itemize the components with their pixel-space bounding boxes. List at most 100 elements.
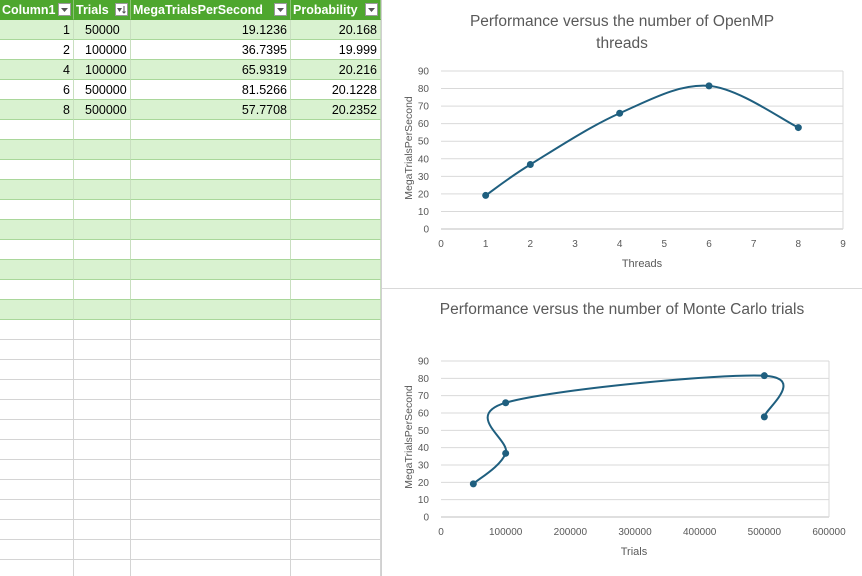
empty-cell[interactable] [0,320,74,340]
empty-cell[interactable] [291,220,381,240]
empty-cell[interactable] [74,120,131,140]
filter-dropdown-button[interactable] [365,3,378,16]
cell-megatrials[interactable]: 57.7708 [131,100,291,120]
cell-column1[interactable]: 6 [0,80,74,100]
cell-probability[interactable]: 20.216 [291,60,381,80]
empty-cell[interactable] [291,340,381,360]
empty-cell[interactable] [74,500,131,520]
empty-cell[interactable] [291,240,381,260]
empty-cell[interactable] [131,460,291,480]
cell-trials[interactable]: 500000 [74,100,131,120]
cell-megatrials[interactable]: 65.9319 [131,60,291,80]
empty-cell[interactable] [291,300,381,320]
empty-cell[interactable] [74,420,131,440]
empty-cell[interactable] [131,500,291,520]
filter-dropdown-button[interactable] [58,3,71,16]
header-column1[interactable]: Column1 [0,0,74,20]
empty-cell[interactable] [131,360,291,380]
empty-cell[interactable] [74,300,131,320]
empty-cell[interactable] [131,180,291,200]
empty-cell[interactable] [291,540,381,560]
empty-cell[interactable] [0,440,74,460]
cell-column1[interactable]: 8 [0,100,74,120]
empty-cell[interactable] [291,160,381,180]
empty-cell[interactable] [131,300,291,320]
cell-probability[interactable]: 20.1228 [291,80,381,100]
empty-cell[interactable] [74,440,131,460]
cell-megatrials[interactable]: 19.1236 [131,20,291,40]
empty-cell[interactable] [74,200,131,220]
sort-filter-button[interactable] [115,3,128,16]
empty-cell[interactable] [0,480,74,500]
empty-cell[interactable] [131,140,291,160]
empty-cell[interactable] [0,300,74,320]
empty-cell[interactable] [74,340,131,360]
cell-trials[interactable]: 50000 [74,20,131,40]
empty-cell[interactable] [131,280,291,300]
cell-probability[interactable]: 20.2352 [291,100,381,120]
empty-cell[interactable] [74,380,131,400]
empty-cell[interactable] [291,380,381,400]
empty-cell[interactable] [0,260,74,280]
cell-megatrials[interactable]: 81.5266 [131,80,291,100]
trials-chart[interactable]: Performance versus the number of Monte C… [382,289,862,576]
header-probability[interactable]: Probability [291,0,381,20]
empty-cell[interactable] [74,160,131,180]
empty-cell[interactable] [131,160,291,180]
empty-cell[interactable] [74,180,131,200]
empty-cell[interactable] [131,520,291,540]
empty-cell[interactable] [131,440,291,460]
cell-probability[interactable]: 20.168 [291,20,381,40]
empty-cell[interactable] [74,220,131,240]
empty-cell[interactable] [0,280,74,300]
empty-cell[interactable] [291,200,381,220]
empty-cell[interactable] [291,140,381,160]
empty-cell[interactable] [74,260,131,280]
empty-cell[interactable] [131,380,291,400]
filter-dropdown-button[interactable] [274,3,287,16]
empty-cell[interactable] [291,520,381,540]
empty-cell[interactable] [0,360,74,380]
empty-cell[interactable] [0,500,74,520]
empty-cell[interactable] [131,540,291,560]
empty-cell[interactable] [0,160,74,180]
header-megatrials[interactable]: MegaTrialsPerSecond [131,0,291,20]
empty-cell[interactable] [74,560,131,576]
empty-cell[interactable] [291,480,381,500]
empty-cell[interactable] [0,340,74,360]
empty-cell[interactable] [131,480,291,500]
empty-cell[interactable] [131,320,291,340]
empty-cell[interactable] [131,340,291,360]
empty-cell[interactable] [74,540,131,560]
empty-cell[interactable] [131,120,291,140]
empty-cell[interactable] [291,440,381,460]
empty-cell[interactable] [74,400,131,420]
empty-cell[interactable] [74,480,131,500]
empty-cell[interactable] [0,140,74,160]
empty-cell[interactable] [291,560,381,576]
cell-column1[interactable]: 1 [0,20,74,40]
empty-cell[interactable] [74,360,131,380]
empty-cell[interactable] [0,180,74,200]
empty-cell[interactable] [0,560,74,576]
empty-cell[interactable] [291,180,381,200]
empty-cell[interactable] [74,320,131,340]
cell-trials[interactable]: 500000 [74,80,131,100]
empty-cell[interactable] [131,200,291,220]
empty-cell[interactable] [0,420,74,440]
empty-cell[interactable] [0,120,74,140]
empty-cell[interactable] [74,280,131,300]
empty-cell[interactable] [291,120,381,140]
empty-cell[interactable] [131,420,291,440]
cell-probability[interactable]: 19.999 [291,40,381,60]
empty-cell[interactable] [291,320,381,340]
threads-chart[interactable]: Performance versus the number of OpenMP … [382,0,862,288]
empty-cell[interactable] [74,460,131,480]
empty-cell[interactable] [291,260,381,280]
header-trials[interactable]: Trials [74,0,131,20]
empty-cell[interactable] [291,280,381,300]
empty-cell[interactable] [0,240,74,260]
cell-column1[interactable]: 4 [0,60,74,80]
cell-megatrials[interactable]: 36.7395 [131,40,291,60]
empty-cell[interactable] [74,520,131,540]
